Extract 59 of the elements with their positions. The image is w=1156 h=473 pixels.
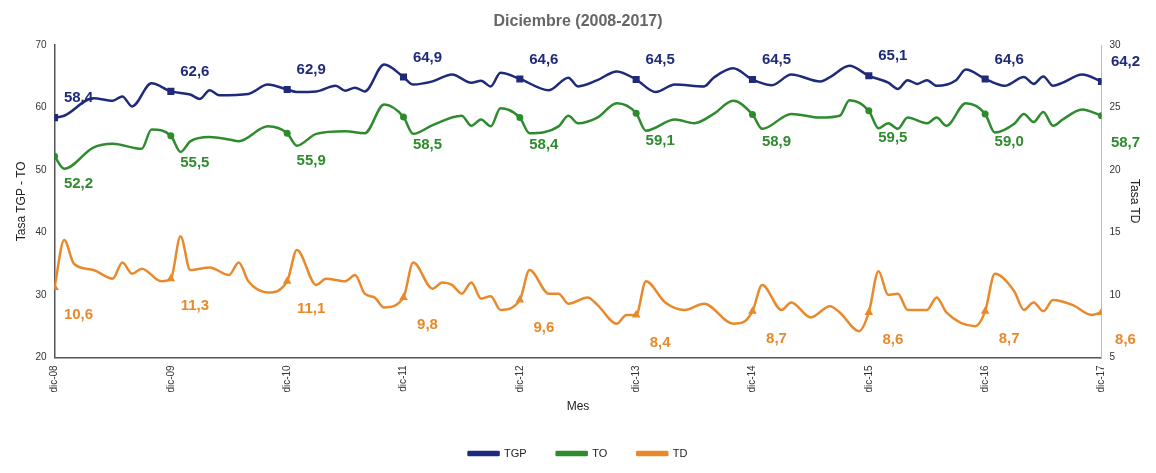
data-label: 62,9 [296,60,326,78]
data-label: 64,6 [994,49,1024,67]
data-label: 64,9 [412,47,443,65]
data-label: 59,1 [645,130,675,148]
x-tick-label: dic-13 [629,364,641,393]
y-axis-title: Tasa TGP - TO [13,161,28,242]
data-label: 52,2 [63,173,94,191]
y-tick-label: 20 [35,351,47,363]
y-tick-label: 60 [35,101,47,113]
data-label: 9,8 [417,315,438,333]
y2-tick-label: 30 [1109,38,1122,50]
x-tick-label: dic-17 [1095,364,1107,393]
data-label: 8,4 [649,332,672,350]
data-label: 58,7 [1110,133,1141,151]
x-tick-label: dic-10 [280,364,292,393]
data-label: 8,7 [766,328,787,346]
data-label: 64,2 [1110,52,1141,70]
data-label: 59,5 [878,128,908,146]
x-tick-label: dic-15 [862,364,874,393]
x-tick-label: dic-11 [397,364,409,392]
line-series [54,234,1102,333]
y2-tick-label: 10 [1109,288,1122,300]
data-label: 64,6 [529,49,559,67]
x-tick-label: dic-12 [513,364,525,393]
data-label: 8,6 [882,330,904,348]
legend-label: TO [592,446,608,459]
x-tick-label: dic-16 [978,364,990,393]
x-tick-label: dic-14 [746,364,758,393]
y-tick-label: 40 [35,226,47,238]
y-tick-label: 50 [35,163,47,175]
data-label: 11,3 [180,296,210,314]
data-label: 65,1 [878,46,908,64]
y2-tick-label: 5 [1109,351,1116,363]
data-label: 8,6 [1115,330,1136,348]
data-label: 58,4 [529,135,560,153]
y-tick-label: 70 [35,38,47,50]
x-tick-label: dic-09 [164,364,176,393]
data-label: 58,5 [412,134,443,152]
x-axis-title: Mes [566,399,590,414]
data-label: 9,6 [533,317,555,335]
data-label: 55,9 [296,150,326,168]
data-label: 10,6 [63,305,94,323]
y-tick-label: 30 [35,288,47,300]
data-label: 55,5 [180,153,210,171]
data-label: 11,1 [296,298,326,316]
y2-tick-label: 15 [1109,226,1122,238]
y2-tick-label: 20 [1109,163,1122,175]
x-tick-label: dic-08 [48,364,60,393]
chart-title: Diciembre (2008-2017) [493,12,663,30]
data-label: 64,5 [761,50,792,68]
legend-label: TD [672,446,688,459]
data-label: 58,9 [761,132,792,150]
data-label: 64,5 [645,50,675,68]
y2-axis-title: Tasa TD [1128,179,1143,224]
data-label: 8,7 [998,328,1020,346]
legend-label: TGP [504,446,527,459]
data-label: 62,6 [180,62,210,80]
data-label: 59,0 [994,131,1024,149]
y2-tick-label: 25 [1109,101,1122,113]
